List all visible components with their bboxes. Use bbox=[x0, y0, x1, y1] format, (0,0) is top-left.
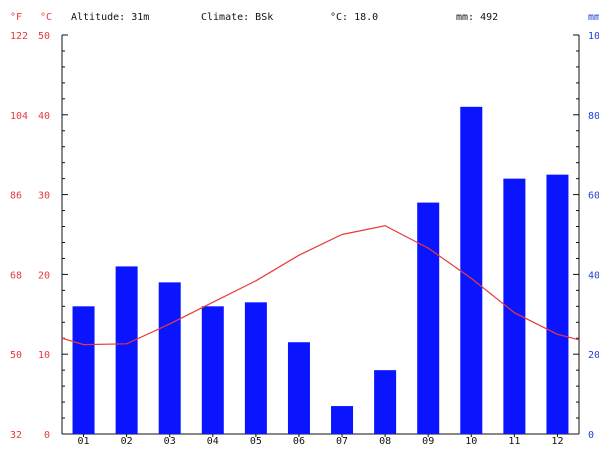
temperature-line-group bbox=[61, 225, 580, 346]
month-tick-label: 08 bbox=[379, 436, 391, 445]
precipitation-bar bbox=[374, 370, 397, 434]
precipitation-bar bbox=[244, 302, 267, 434]
mm-tick-label: 20 bbox=[588, 350, 599, 361]
precipitation-bar bbox=[331, 406, 354, 434]
month-tick-label: 12 bbox=[551, 436, 563, 445]
month-tick-label: 03 bbox=[164, 436, 176, 445]
temperature-line bbox=[61, 225, 580, 346]
month-tick-label: 05 bbox=[250, 436, 262, 445]
celsius-tick-label: 30 bbox=[38, 191, 50, 202]
tick-labels: 0321050206830864010450122020406080100010… bbox=[10, 31, 599, 447]
month-tick-label: 07 bbox=[336, 436, 348, 445]
precipitation-bar bbox=[287, 342, 310, 434]
mm-tick-label: 80 bbox=[588, 111, 599, 122]
fahrenheit-tick-label: 68 bbox=[10, 270, 22, 281]
precipitation-bar bbox=[201, 306, 224, 434]
avg-temp-label: °C: 18.0 bbox=[330, 12, 378, 23]
precipitation-bar bbox=[72, 306, 95, 434]
precipitation-bar bbox=[158, 282, 181, 434]
precipitation-bar bbox=[115, 266, 138, 434]
precip-total-label: mm: 492 bbox=[456, 12, 498, 23]
precipitation-bar bbox=[503, 178, 526, 434]
celsius-tick-label: 40 bbox=[38, 111, 50, 122]
month-tick-label: 02 bbox=[121, 436, 133, 445]
celsius-tick-label: 0 bbox=[44, 430, 50, 441]
altitude-label: Altitude: 31m bbox=[71, 12, 149, 23]
mm-tick-label: 0 bbox=[588, 430, 594, 441]
celsius-tick-label: 10 bbox=[38, 350, 50, 361]
fahrenheit-tick-label: 86 bbox=[10, 191, 22, 202]
mm-unit-label: mm bbox=[588, 12, 599, 23]
precipitation-bars bbox=[72, 106, 569, 434]
celsius-tick-label: 50 bbox=[38, 31, 50, 42]
month-tick-label: 04 bbox=[207, 436, 219, 445]
celsius-tick-label: 20 bbox=[38, 270, 50, 281]
fahrenheit-tick-label: 122 bbox=[10, 31, 28, 42]
fahrenheit-tick-label: 50 bbox=[10, 350, 22, 361]
mm-tick-label: 60 bbox=[588, 191, 599, 202]
month-tick-label: 10 bbox=[465, 436, 477, 445]
month-tick-label: 09 bbox=[422, 436, 434, 445]
precipitation-bar bbox=[417, 202, 440, 434]
fahrenheit-tick-label: 32 bbox=[10, 430, 22, 441]
climate-label: Climate: BSk bbox=[201, 12, 273, 23]
precipitation-bar bbox=[460, 106, 483, 434]
precipitation-bar bbox=[546, 174, 569, 434]
mm-tick-label: 40 bbox=[588, 270, 599, 281]
fahrenheit-tick-label: 104 bbox=[10, 111, 28, 122]
month-tick-label: 11 bbox=[508, 436, 520, 445]
month-tick-label: 01 bbox=[78, 436, 90, 445]
fahrenheit-unit-label: °F bbox=[10, 12, 22, 23]
axis-ticks bbox=[62, 34, 579, 437]
celsius-unit-label: °C bbox=[40, 12, 52, 23]
month-tick-label: 06 bbox=[293, 436, 305, 445]
mm-tick-label: 100 bbox=[588, 31, 599, 42]
